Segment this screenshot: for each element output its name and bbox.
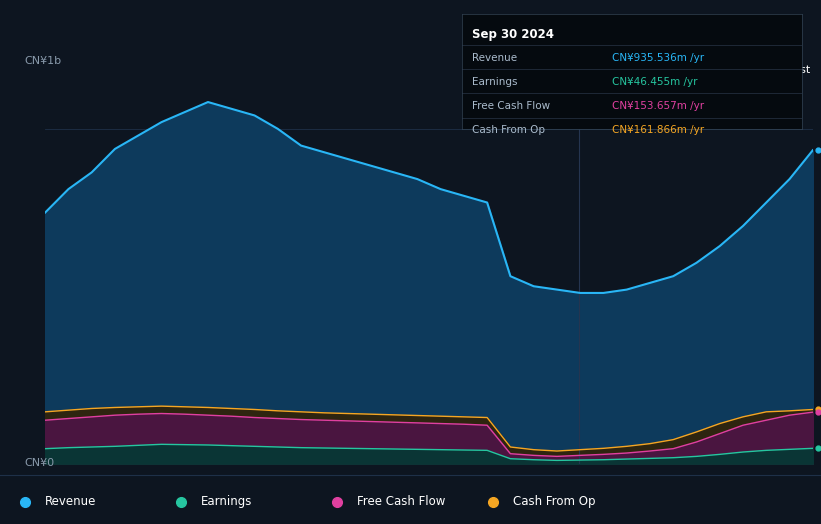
Text: Earnings: Earnings (201, 495, 253, 508)
Text: CN¥161.866m /yr: CN¥161.866m /yr (612, 125, 704, 135)
Text: 2022: 2022 (137, 481, 168, 494)
Text: 2023: 2023 (390, 481, 422, 494)
Text: Sep 30 2024: Sep 30 2024 (472, 28, 554, 41)
Text: Earnings: Earnings (472, 77, 518, 87)
Text: Revenue: Revenue (45, 495, 97, 508)
Text: CN¥153.657m /yr: CN¥153.657m /yr (612, 101, 704, 111)
Text: Free Cash Flow: Free Cash Flow (357, 495, 446, 508)
Text: Free Cash Flow: Free Cash Flow (472, 101, 550, 111)
Text: CN¥0: CN¥0 (25, 457, 55, 468)
Text: 2024: 2024 (612, 481, 644, 494)
Text: Past: Past (788, 65, 811, 75)
Text: Cash From Op: Cash From Op (472, 125, 545, 135)
Text: CN¥46.455m /yr: CN¥46.455m /yr (612, 77, 697, 87)
Text: Cash From Op: Cash From Op (513, 495, 595, 508)
Text: CN¥935.536m /yr: CN¥935.536m /yr (612, 53, 704, 63)
Text: Revenue: Revenue (472, 53, 517, 63)
Text: CN¥1b: CN¥1b (25, 56, 62, 66)
